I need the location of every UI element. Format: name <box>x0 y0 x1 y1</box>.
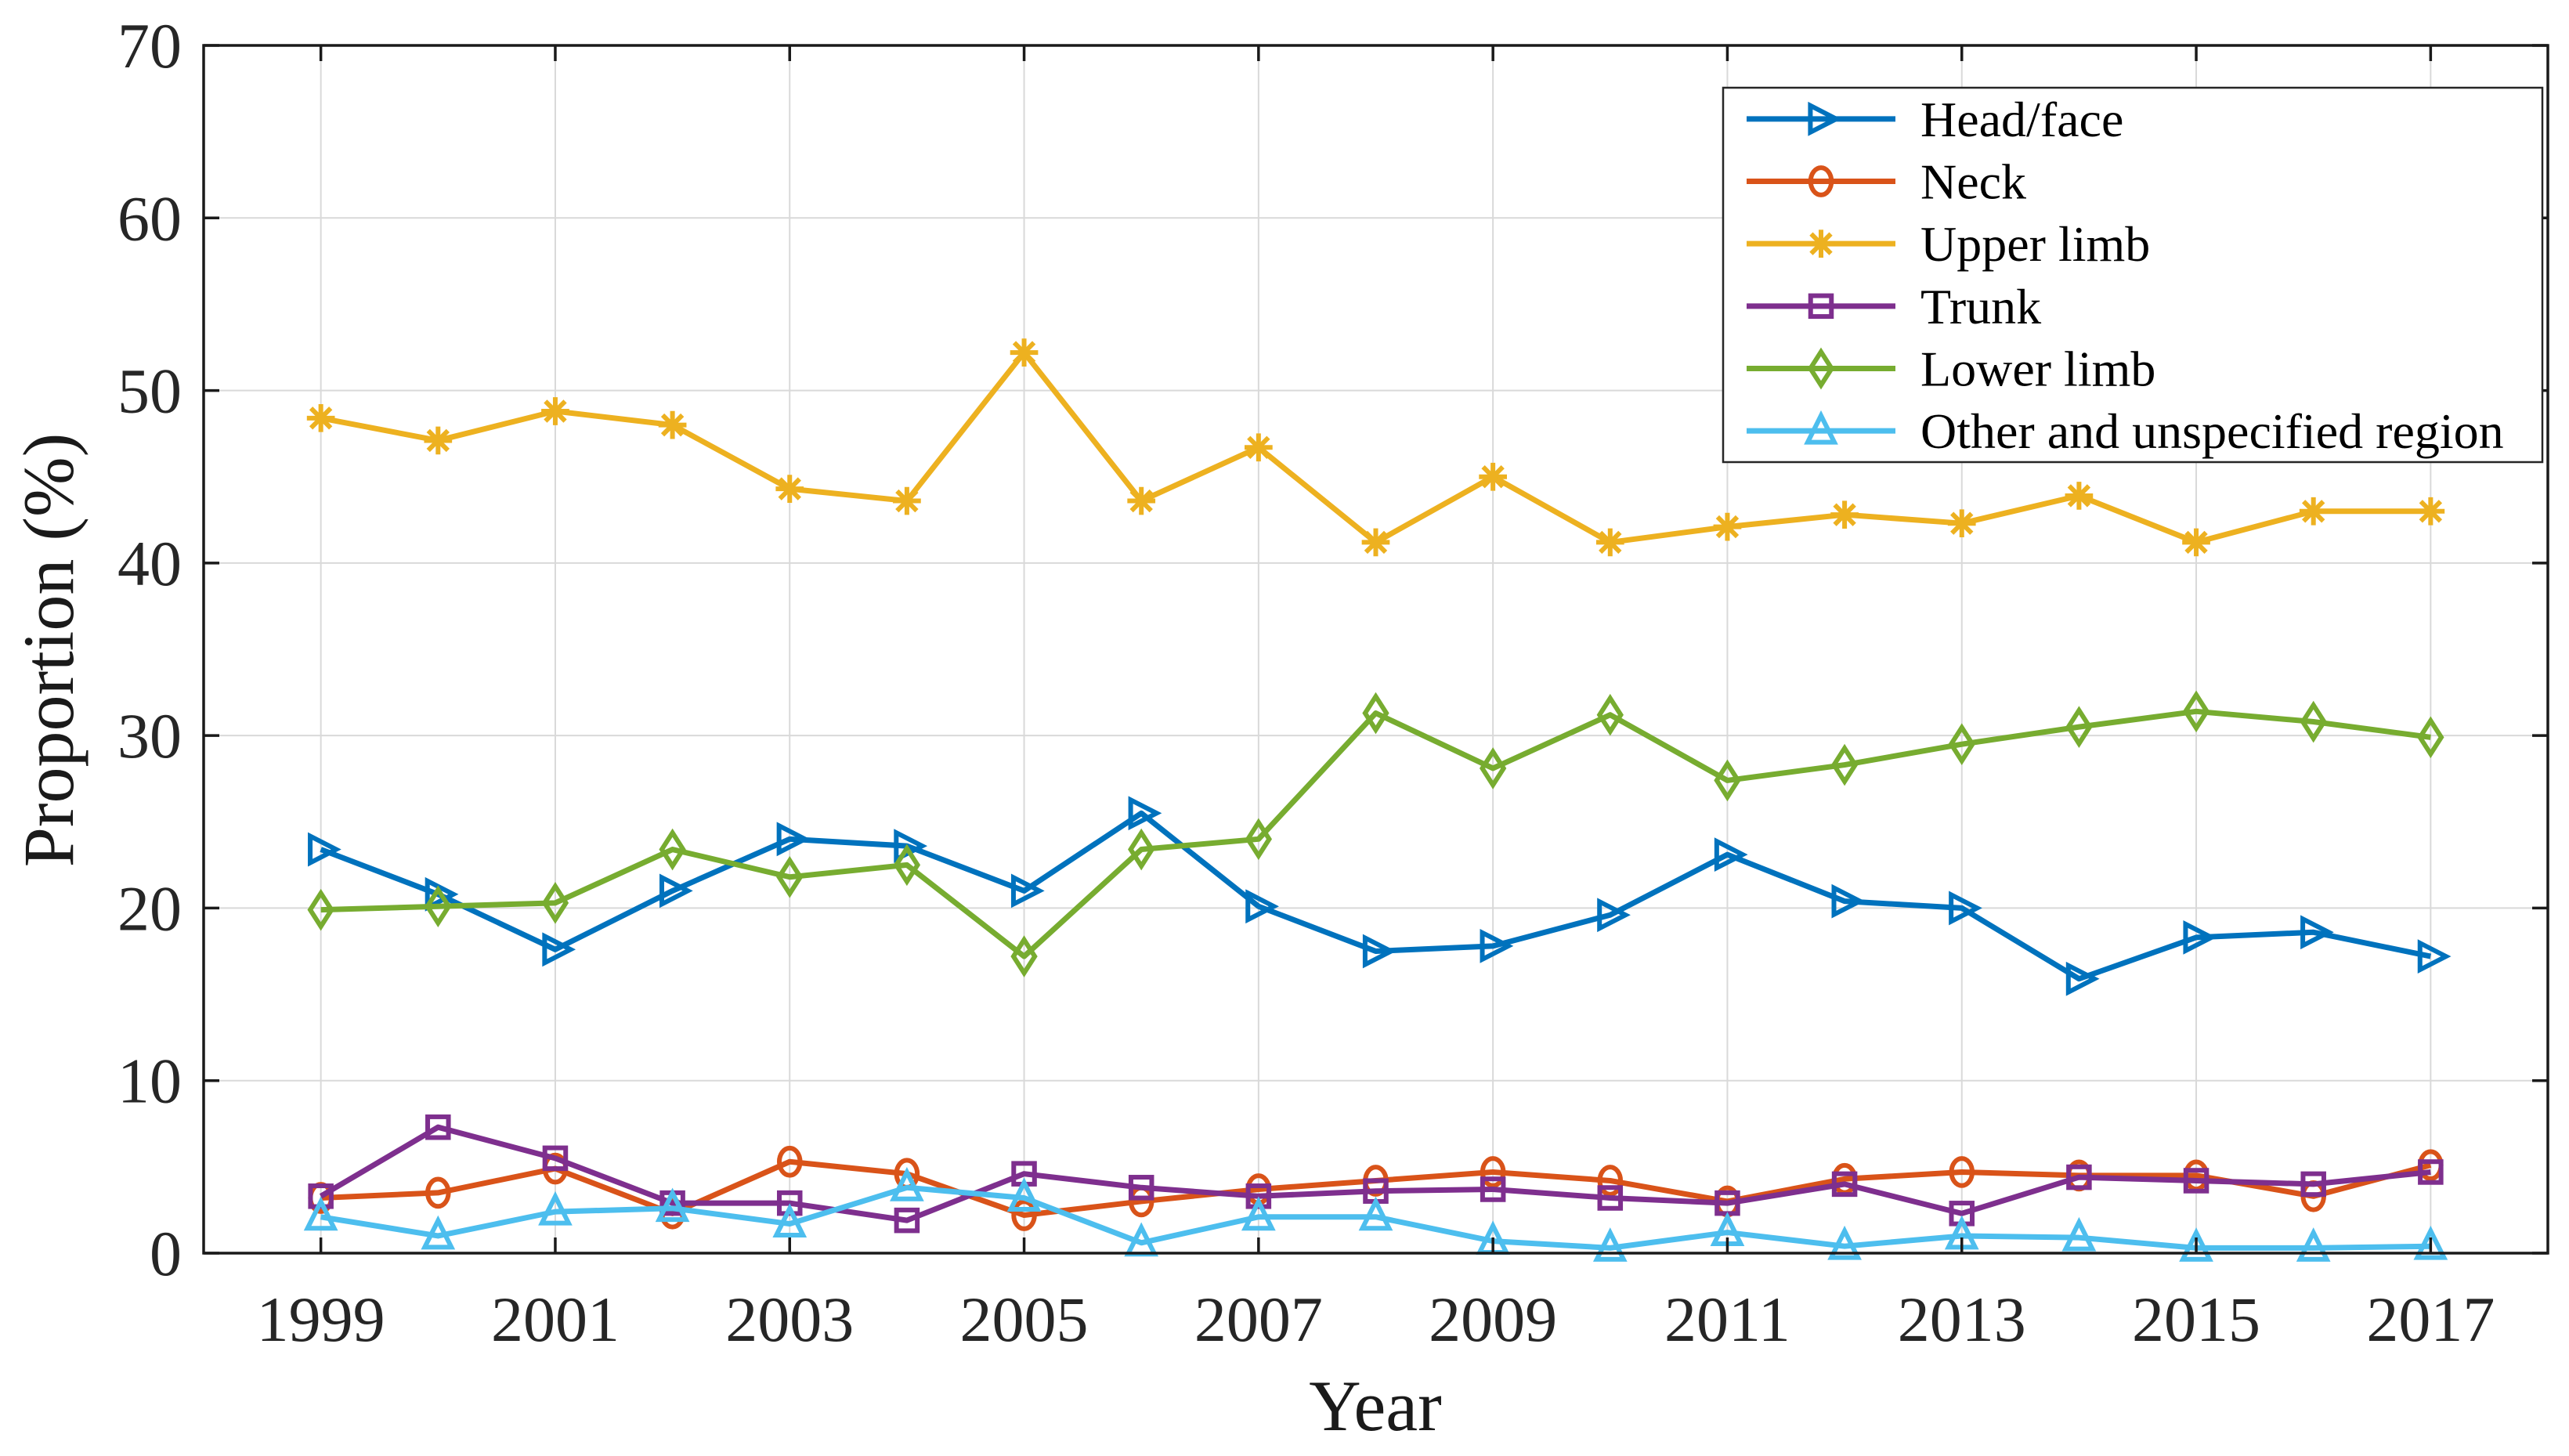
x-tick-label: 2013 <box>1898 1284 2026 1355</box>
y-tick-label: 70 <box>117 10 182 81</box>
legend-label: Upper limb <box>1920 216 2150 272</box>
x-axis-label: Year <box>1309 1366 1442 1446</box>
y-tick-label: 60 <box>117 182 182 254</box>
y-tick-label: 20 <box>117 873 182 944</box>
x-tick-label: 2009 <box>1429 1284 1557 1355</box>
legend-label: Trunk <box>1920 279 2041 334</box>
legend: Head/face Neck Upper limb Trunk Lower limb Ot… <box>1722 86 2544 464</box>
tick-labels: 1999 2001 2003 2005 2007 2009 2011 2013 2015 2017… <box>117 10 2495 1355</box>
y-tick-label: 30 <box>117 700 182 771</box>
series-lower-limb <box>307 690 2444 977</box>
grid-lines <box>204 45 2548 1253</box>
series-head-face <box>308 796 2452 996</box>
legend-label: Other and unspecified region <box>1920 403 2504 459</box>
series-upper-limb <box>306 338 2445 557</box>
y-tick-label: 10 <box>117 1046 182 1117</box>
x-tick-label: 2011 <box>1664 1284 1790 1355</box>
series-other-and-unspecified-region <box>303 1167 2448 1262</box>
x-tick-label: 1999 <box>257 1284 385 1355</box>
x-tick-label: 2017 <box>2366 1284 2495 1355</box>
legend-label: Head/face <box>1920 92 2123 147</box>
legend-label: Lower limb <box>1920 341 2155 397</box>
y-axis-label: Proportion (%) <box>9 432 89 868</box>
legend-label: Neck <box>1920 154 2026 210</box>
x-tick-label: 2003 <box>725 1284 854 1355</box>
x-tick-label: 2005 <box>960 1284 1089 1355</box>
plot-box <box>202 44 2549 1255</box>
y-tick-label: 0 <box>150 1218 182 1289</box>
y-tick-label: 40 <box>117 528 182 599</box>
x-tick-label: 2015 <box>2132 1284 2260 1355</box>
x-tick-label: 2007 <box>1194 1284 1323 1355</box>
y-tick-label: 50 <box>117 356 182 427</box>
x-tick-label: 2001 <box>491 1284 620 1355</box>
